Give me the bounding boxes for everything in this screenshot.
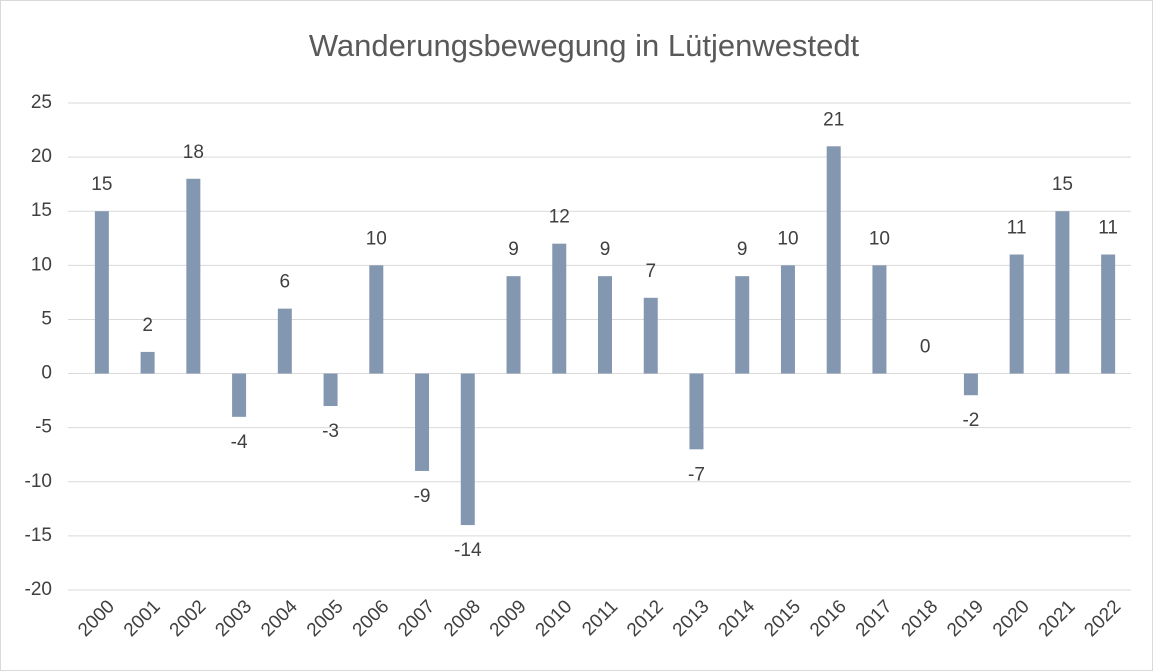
y-tick-label: -15 [25, 525, 52, 546]
bar [689, 373, 704, 450]
value-label: 9 [508, 239, 519, 260]
y-tick-label: 15 [31, 200, 52, 221]
value-label: 2 [142, 315, 153, 336]
y-tick-label: 10 [31, 254, 52, 275]
y-tick-label: -20 [25, 579, 52, 600]
value-label: -3 [322, 421, 339, 442]
value-label: -14 [454, 540, 482, 561]
y-tick-label: 25 [31, 92, 52, 113]
value-label: 9 [600, 239, 611, 260]
bar [369, 265, 384, 374]
bar [323, 373, 338, 407]
y-tick-label: 5 [41, 308, 52, 329]
value-label: -9 [414, 486, 431, 507]
bar [598, 276, 612, 374]
bar [186, 178, 201, 374]
chart-title: Wanderungsbewegung in Lütjenwestedt [309, 28, 860, 63]
value-label: 21 [823, 109, 844, 130]
bar [643, 297, 658, 374]
value-label: 10 [869, 228, 890, 249]
y-tick-label: 0 [41, 363, 52, 384]
bar [872, 265, 887, 374]
value-label: 10 [366, 228, 387, 249]
value-label: 6 [280, 272, 291, 293]
value-label: 12 [549, 207, 570, 228]
bar [826, 146, 841, 374]
bar [232, 373, 247, 417]
value-label: 15 [91, 174, 112, 195]
value-label: 0 [920, 337, 931, 358]
value-label: 11 [1007, 218, 1027, 239]
value-label: -7 [688, 464, 705, 485]
bar [1055, 211, 1070, 374]
y-tick-label: -10 [25, 471, 52, 492]
value-label: 7 [645, 261, 656, 282]
bar [735, 276, 750, 374]
value-label: 10 [777, 228, 798, 249]
value-label: 18 [183, 142, 204, 163]
bar [552, 243, 567, 374]
value-label: 9 [737, 239, 748, 260]
value-label: -4 [231, 432, 248, 453]
value-label: 15 [1052, 174, 1073, 195]
bar [1009, 254, 1024, 374]
y-tick-label: -5 [35, 417, 52, 438]
bar [506, 276, 521, 374]
bar [94, 211, 109, 374]
bar [460, 373, 475, 526]
bar [140, 351, 155, 374]
bar [1101, 254, 1116, 374]
bar [277, 308, 292, 374]
value-label: -2 [962, 410, 979, 431]
y-tick-label: 20 [31, 146, 52, 167]
value-label: 11 [1098, 218, 1118, 239]
bar [780, 265, 795, 374]
bar [963, 373, 978, 396]
bar [415, 373, 430, 471]
